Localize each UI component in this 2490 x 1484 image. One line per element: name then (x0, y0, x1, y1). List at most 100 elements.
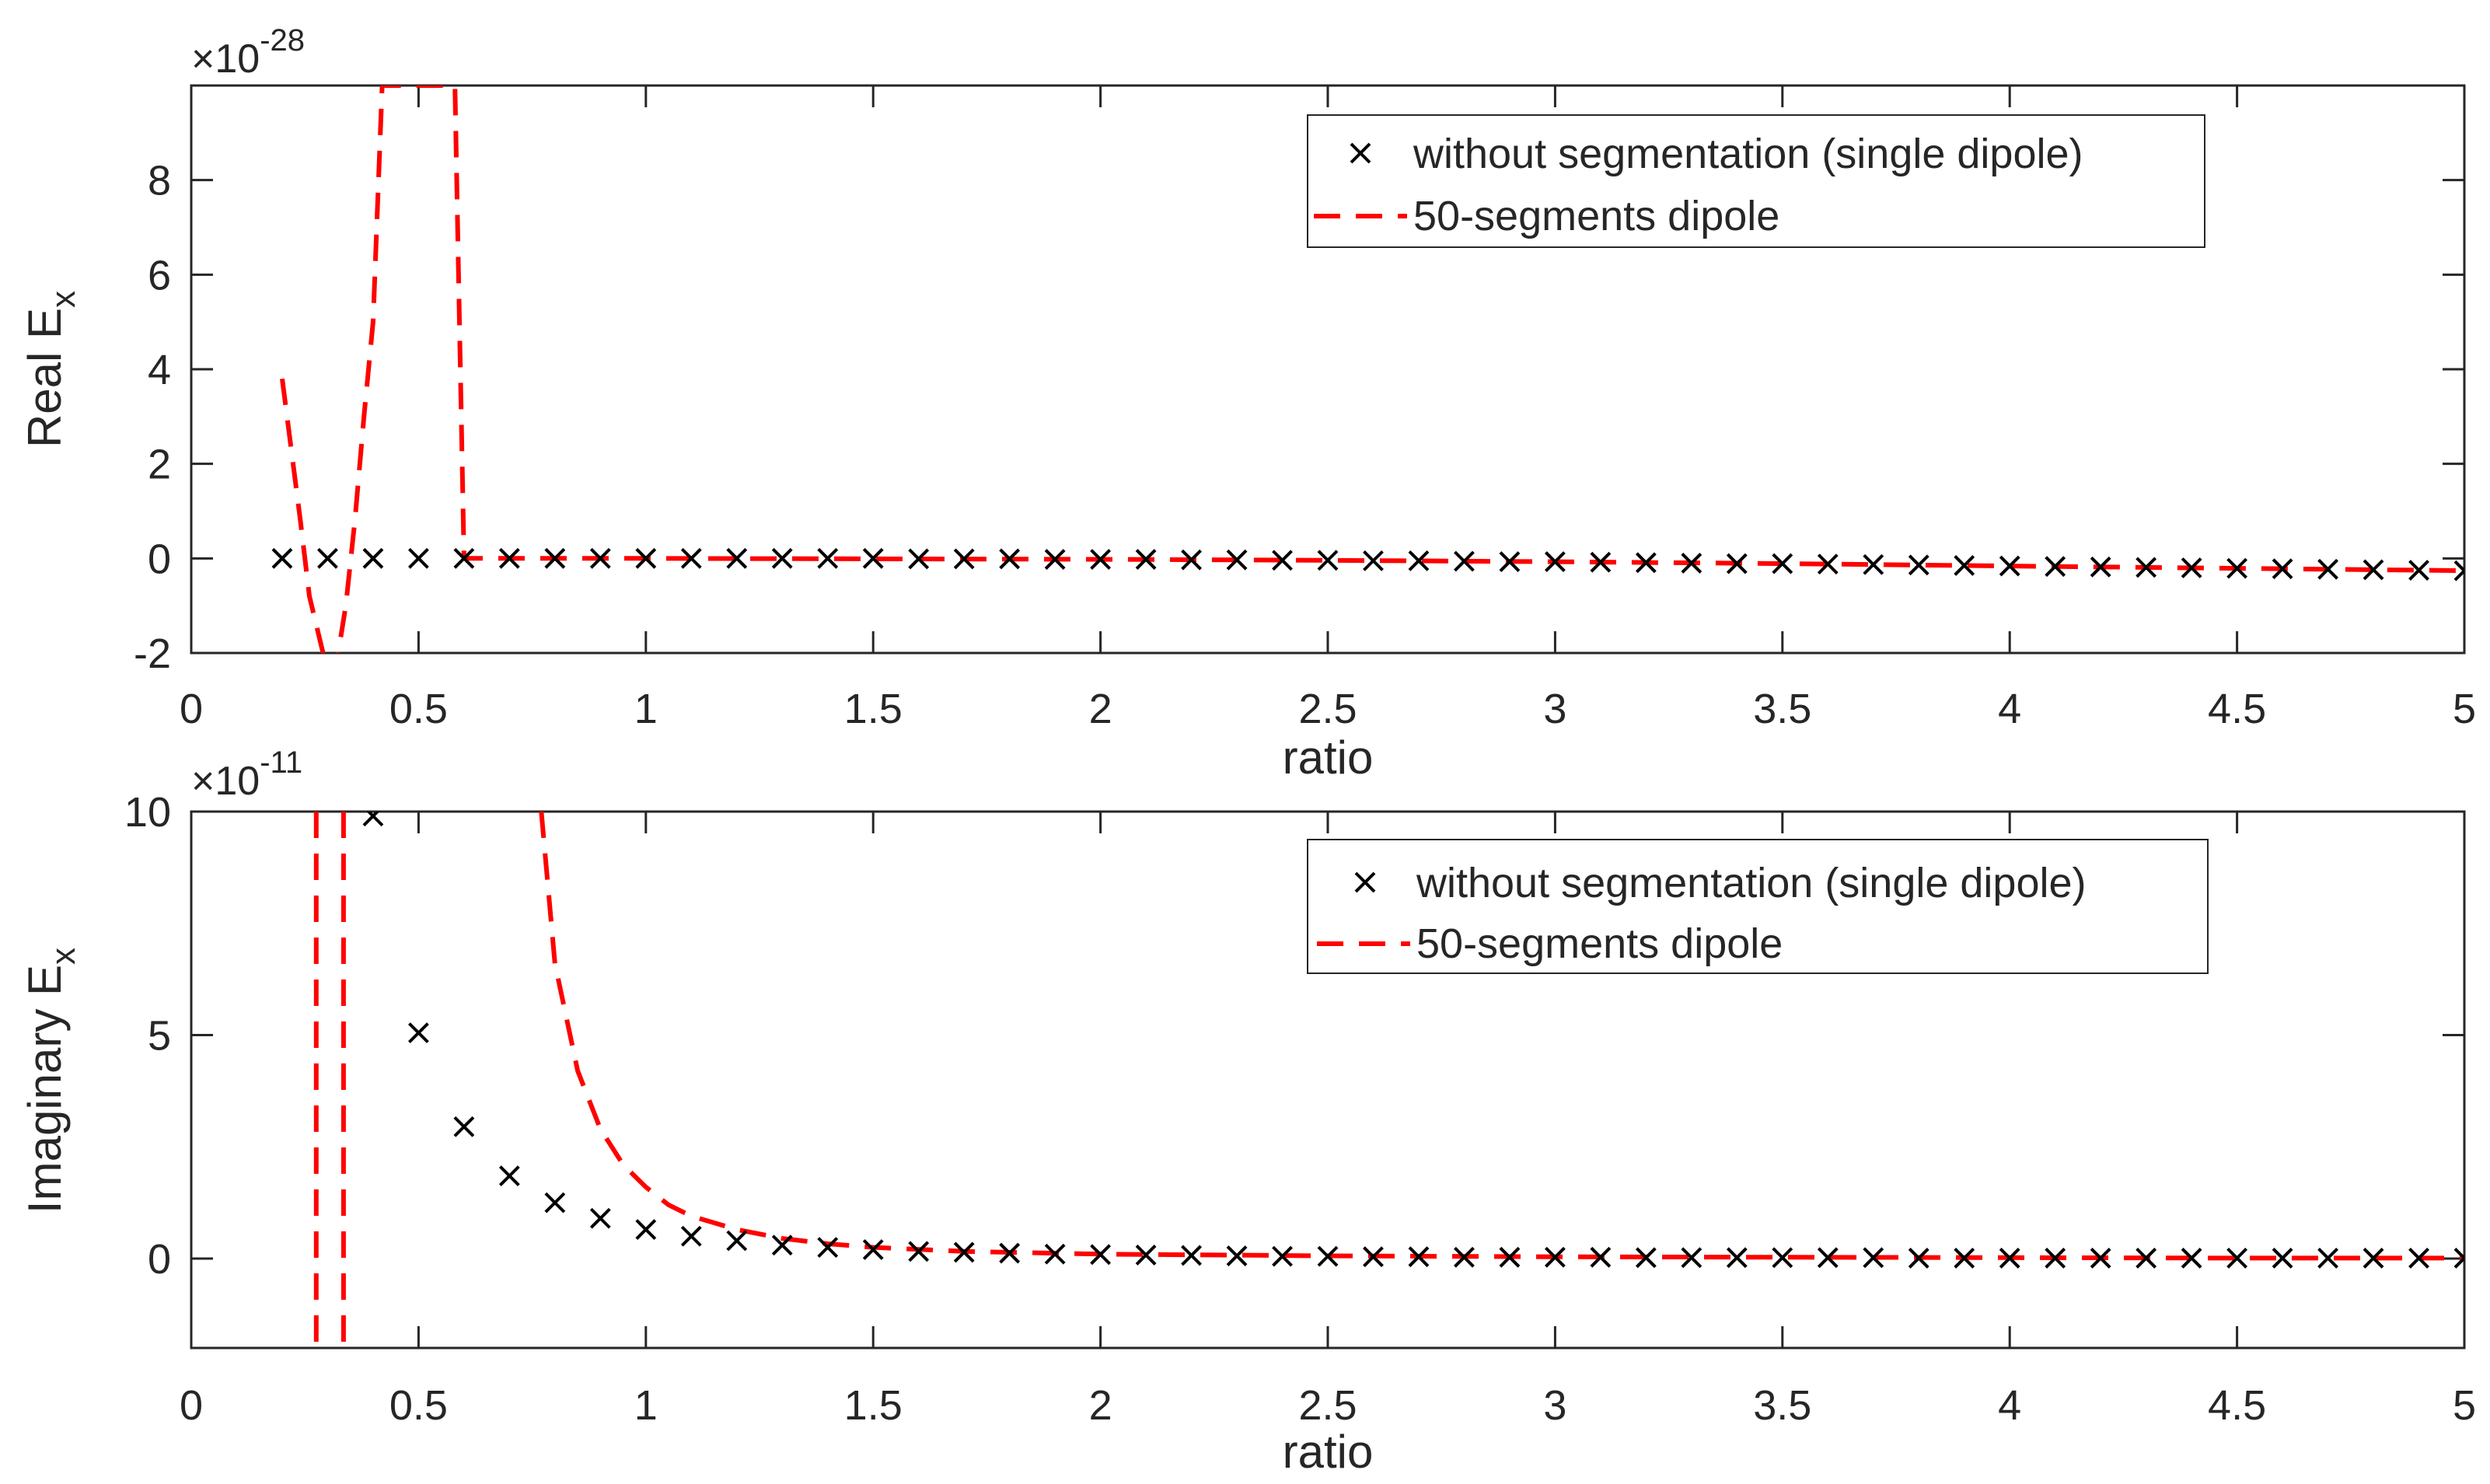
svg-text:Real Ex: Real Ex (19, 291, 82, 448)
data-point-x-marker (1454, 550, 1475, 572)
y-tick-label: -2 (134, 630, 171, 677)
data-point-x-marker (726, 1230, 748, 1252)
legend-label-50-segments: 50-segments dipole (1416, 920, 1783, 967)
data-point-x-marker (953, 548, 975, 570)
data-point-x-marker (2317, 1248, 2338, 1269)
y-label-main: Imaginary E (19, 965, 71, 1213)
y-tick-label: 5 (148, 1013, 171, 1060)
data-point-x-marker (1908, 1248, 1929, 1269)
data-point-x-marker (544, 1192, 566, 1213)
x-axis-label: ratio (1283, 732, 1374, 784)
data-point-x-marker (1181, 1245, 1202, 1266)
data-point-x-marker (1590, 1246, 1612, 1268)
y-multiplier: ×10-28 (191, 23, 305, 82)
legend: without segmentation (single dipole) 50-… (1307, 114, 2205, 248)
x-tick-label: 4 (1998, 1382, 2021, 1429)
data-point-x-marker (817, 1237, 839, 1259)
data-point-x-marker (1544, 1246, 1566, 1268)
y-axis-label: Real Ex (19, 291, 82, 448)
data-point-x-marker (362, 812, 384, 827)
data-point-x-marker (2408, 1248, 2429, 1269)
data-point-x-marker (999, 1242, 1021, 1264)
multiplier-base: ×10 (191, 759, 260, 804)
data-point-x-marker (1954, 1248, 1975, 1269)
data-point-x-marker (2226, 557, 2248, 579)
data-point-x-marker (317, 547, 338, 569)
multiplier-base: ×10 (191, 37, 260, 82)
data-point-x-marker (1090, 1244, 1112, 1266)
data-point-x-marker (680, 547, 702, 569)
legend-box (1307, 839, 2209, 974)
data-point-x-marker (1044, 549, 1066, 570)
data-point-x-marker (407, 1022, 429, 1044)
data-point-x-marker (862, 1239, 884, 1260)
data-point-x-marker (1226, 549, 1248, 571)
y-axis-ticks: -2 0 2 4 6 8 (134, 158, 2464, 677)
data-point-x-marker (2363, 559, 2384, 581)
x-tick-label: 3 (1543, 686, 1566, 732)
imaginary-ex-panel: 0 0.5 1 1.5 2 2.5 3 3.5 4 4.5 5 0 5 10 ratio Imagina… (19, 745, 2476, 1478)
data-point-x-marker (2181, 1248, 2202, 1269)
data-point-x-marker (1544, 551, 1566, 573)
legend-marker-x-icon (1350, 142, 1371, 164)
data-point-x-marker (1317, 550, 1339, 571)
data-point-x-marker (1817, 553, 1839, 575)
data-point-x-marker (362, 547, 384, 569)
data-point-x-marker (1135, 1244, 1157, 1266)
data-point-x-marker (1635, 1247, 1657, 1269)
y-label-main: Real E (19, 308, 71, 448)
y-tick-label: 6 (148, 252, 171, 299)
legend: without segmentation (single dipole) 50-… (1307, 839, 2209, 974)
dashed-series-line (539, 812, 2464, 1261)
y-label-subscript: x (44, 948, 82, 965)
data-point-x-marker (453, 547, 475, 569)
x-tick-label: 2 (1089, 686, 1112, 732)
data-point-x-marker (2453, 1248, 2464, 1269)
legend-marker-x-icon (1354, 871, 1376, 893)
y-tick-label: 10 (124, 789, 171, 836)
data-point-x-marker (2363, 1248, 2384, 1269)
x-tick-label: 3.5 (1753, 1382, 1811, 1429)
legend-label-50-segments: 50-segments dipole (1413, 193, 1779, 239)
data-point-x-marker (2090, 556, 2111, 578)
data-point-x-marker (1408, 550, 1430, 571)
data-point-x-marker (1272, 550, 1293, 571)
data-point-x-marker (2136, 1248, 2157, 1269)
data-point-x-marker (1090, 549, 1112, 570)
data-point-x-marker (2272, 558, 2293, 580)
multiplier-exponent: -28 (260, 23, 305, 58)
y-axis-ticks: 0 5 10 (124, 789, 2464, 1283)
data-point-x-marker (2045, 556, 2066, 578)
multiplier-exponent: -11 (260, 745, 302, 780)
data-point-x-marker (2136, 557, 2157, 578)
data-point-x-marker (680, 1225, 702, 1247)
data-point-x-marker (953, 1241, 975, 1263)
data-point-x-marker (1363, 550, 1384, 571)
data-point-x-marker (1044, 1243, 1066, 1265)
data-point-x-marker (862, 547, 884, 569)
data-point-x-marker (635, 1219, 657, 1241)
legend-box (1307, 114, 2205, 248)
y-multiplier: ×10-11 (191, 745, 302, 804)
data-point-x-marker (1272, 1245, 1293, 1267)
data-point-x-marker (453, 1116, 475, 1137)
x-tick-label: 1.5 (844, 686, 903, 732)
data-point-x-marker (589, 547, 611, 569)
data-point-x-marker (1635, 552, 1657, 574)
data-point-x-marker (1999, 1248, 2020, 1269)
x-tick-label: 0 (180, 1382, 203, 1429)
y-tick-label: 0 (148, 536, 171, 582)
data-point-x-marker (271, 547, 293, 569)
x-tick-label: 2 (1089, 1382, 1112, 1429)
dashed-series-line (280, 86, 2464, 653)
x-tick-label: 2.5 (1298, 1382, 1357, 1429)
data-point-x-marker (498, 547, 520, 569)
data-point-x-marker (2181, 557, 2202, 578)
data-point-x-marker (2045, 1248, 2066, 1269)
svg-text:Imaginary Ex: Imaginary Ex (19, 948, 82, 1213)
y-tick-label: 4 (148, 347, 171, 393)
data-point-x-marker (1681, 553, 1702, 574)
data-point-x-marker (498, 1165, 520, 1187)
